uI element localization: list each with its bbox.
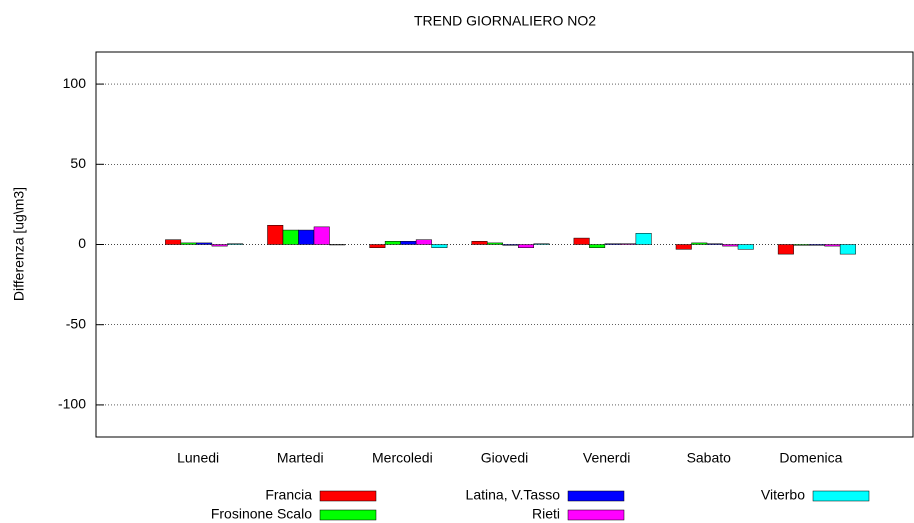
plot-frame [95,51,914,438]
bar [777,244,794,255]
bar [227,243,244,245]
bar [573,237,590,245]
bar [620,243,637,245]
legend-swatch [567,490,625,502]
bar [839,244,856,255]
bar [329,244,346,246]
x-tick-label: Venerdi [583,450,630,466]
bar [793,244,810,246]
bar [808,244,825,246]
bar [706,243,723,245]
legend-swatch [812,490,870,502]
legend-label: Viterbo [761,487,805,503]
y-tick-label: 50 [70,155,86,171]
bar [518,244,534,248]
legend-label: Rieti [532,506,560,522]
bar [415,239,432,245]
bar [604,243,621,245]
x-tick-label: Giovedi [481,450,528,466]
bar [165,239,182,245]
y-tick-label: -100 [58,396,86,412]
legend-swatch [319,509,377,521]
bar [722,244,739,247]
bar [400,241,417,245]
bar [533,243,550,245]
legend-label: Latina, V.Tasso [466,487,561,503]
y-tick-label: 100 [63,75,87,91]
bar [267,225,284,245]
bar [502,244,519,246]
y-tick-label: -50 [66,315,86,331]
bar [369,244,386,248]
x-tick-label: Domenica [779,450,842,466]
bar [298,229,315,245]
legend-label: Francia [265,487,312,503]
chart-title: TREND GIORNALIERO NO2 [414,13,596,29]
bar [211,244,228,247]
bar [313,226,330,245]
y-axis-label: Differenza [ug\m3] [11,187,27,301]
bar [675,244,692,250]
legend-label: Frosinone Scalo [211,506,312,522]
y-tick-label: 0 [78,235,86,251]
bar [471,241,488,245]
bar [282,229,299,245]
bar [589,244,606,248]
bar [196,242,213,245]
x-tick-label: Lunedi [177,450,219,466]
bar [691,242,708,245]
bar [635,233,652,245]
x-tick-label: Martedi [277,450,324,466]
legend-swatch [567,509,625,521]
x-tick-label: Sabato [687,450,732,466]
bar [487,242,503,245]
bar [737,244,754,250]
bar [180,242,197,245]
bar [824,244,841,247]
legend-swatch [319,490,377,502]
bar [431,244,448,248]
bar [384,241,401,245]
x-tick-label: Mercoledi [372,450,433,466]
